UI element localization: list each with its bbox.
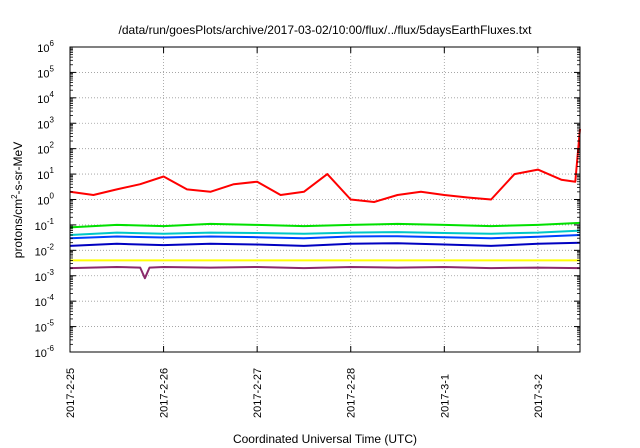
x-tick-label: 2017-3-2 [533, 374, 545, 418]
y-tick-label: 10-4 [35, 293, 55, 309]
y-tick-label: 10-5 [35, 319, 55, 335]
x-tick-label: 2017-2-27 [252, 368, 264, 418]
y-tick-label: 105 [37, 64, 54, 80]
chart-title: /data/run/goesPlots/archive/2017-03-02/1… [119, 23, 533, 37]
y-axis-label: protons/cm2-s-sr-MeV [10, 142, 25, 258]
y-axis-label-prefix: protons/cm [11, 199, 25, 258]
x-tick-label: 2017-3-1 [439, 374, 451, 418]
y-tick-label: 10-6 [35, 344, 55, 360]
y-axis-label-sup: 2 [10, 194, 19, 199]
y-tick-label: 100 [37, 192, 54, 208]
x-tick-label: 2017-2-25 [65, 368, 77, 418]
grid [70, 47, 580, 352]
y-tick-label: 104 [37, 90, 54, 106]
series-line-3 [69, 229, 581, 236]
x-tick-label: 2017-2-28 [346, 368, 358, 418]
y-tick-label: 10-1 [35, 217, 55, 233]
series-line-5 [69, 241, 581, 247]
series-line-1 [69, 128, 581, 203]
plot-frame [69, 46, 581, 353]
series-line-7 [69, 266, 581, 280]
data-series [69, 128, 581, 280]
y-tick-label: 10-3 [35, 268, 55, 284]
x-tick-label: 2017-2-26 [159, 368, 171, 418]
x-axis-label: Coordinated Universal Time (UTC) [233, 432, 417, 446]
series-line-4 [69, 234, 581, 240]
y-tick-label: 106 [37, 39, 54, 55]
y-tick-label: 103 [37, 115, 54, 131]
y-axis-label-suffix: -s-sr-MeV [11, 142, 25, 195]
series-line-2 [69, 221, 581, 229]
y-tick-label: 10-2 [35, 242, 55, 258]
y-tick-label: 101 [37, 166, 54, 182]
y-tick-label: 102 [37, 141, 54, 157]
axes: 10-6 10-5 10-4 10-3 10-2 10-1 100 101 102 103 104 1… [35, 39, 580, 418]
